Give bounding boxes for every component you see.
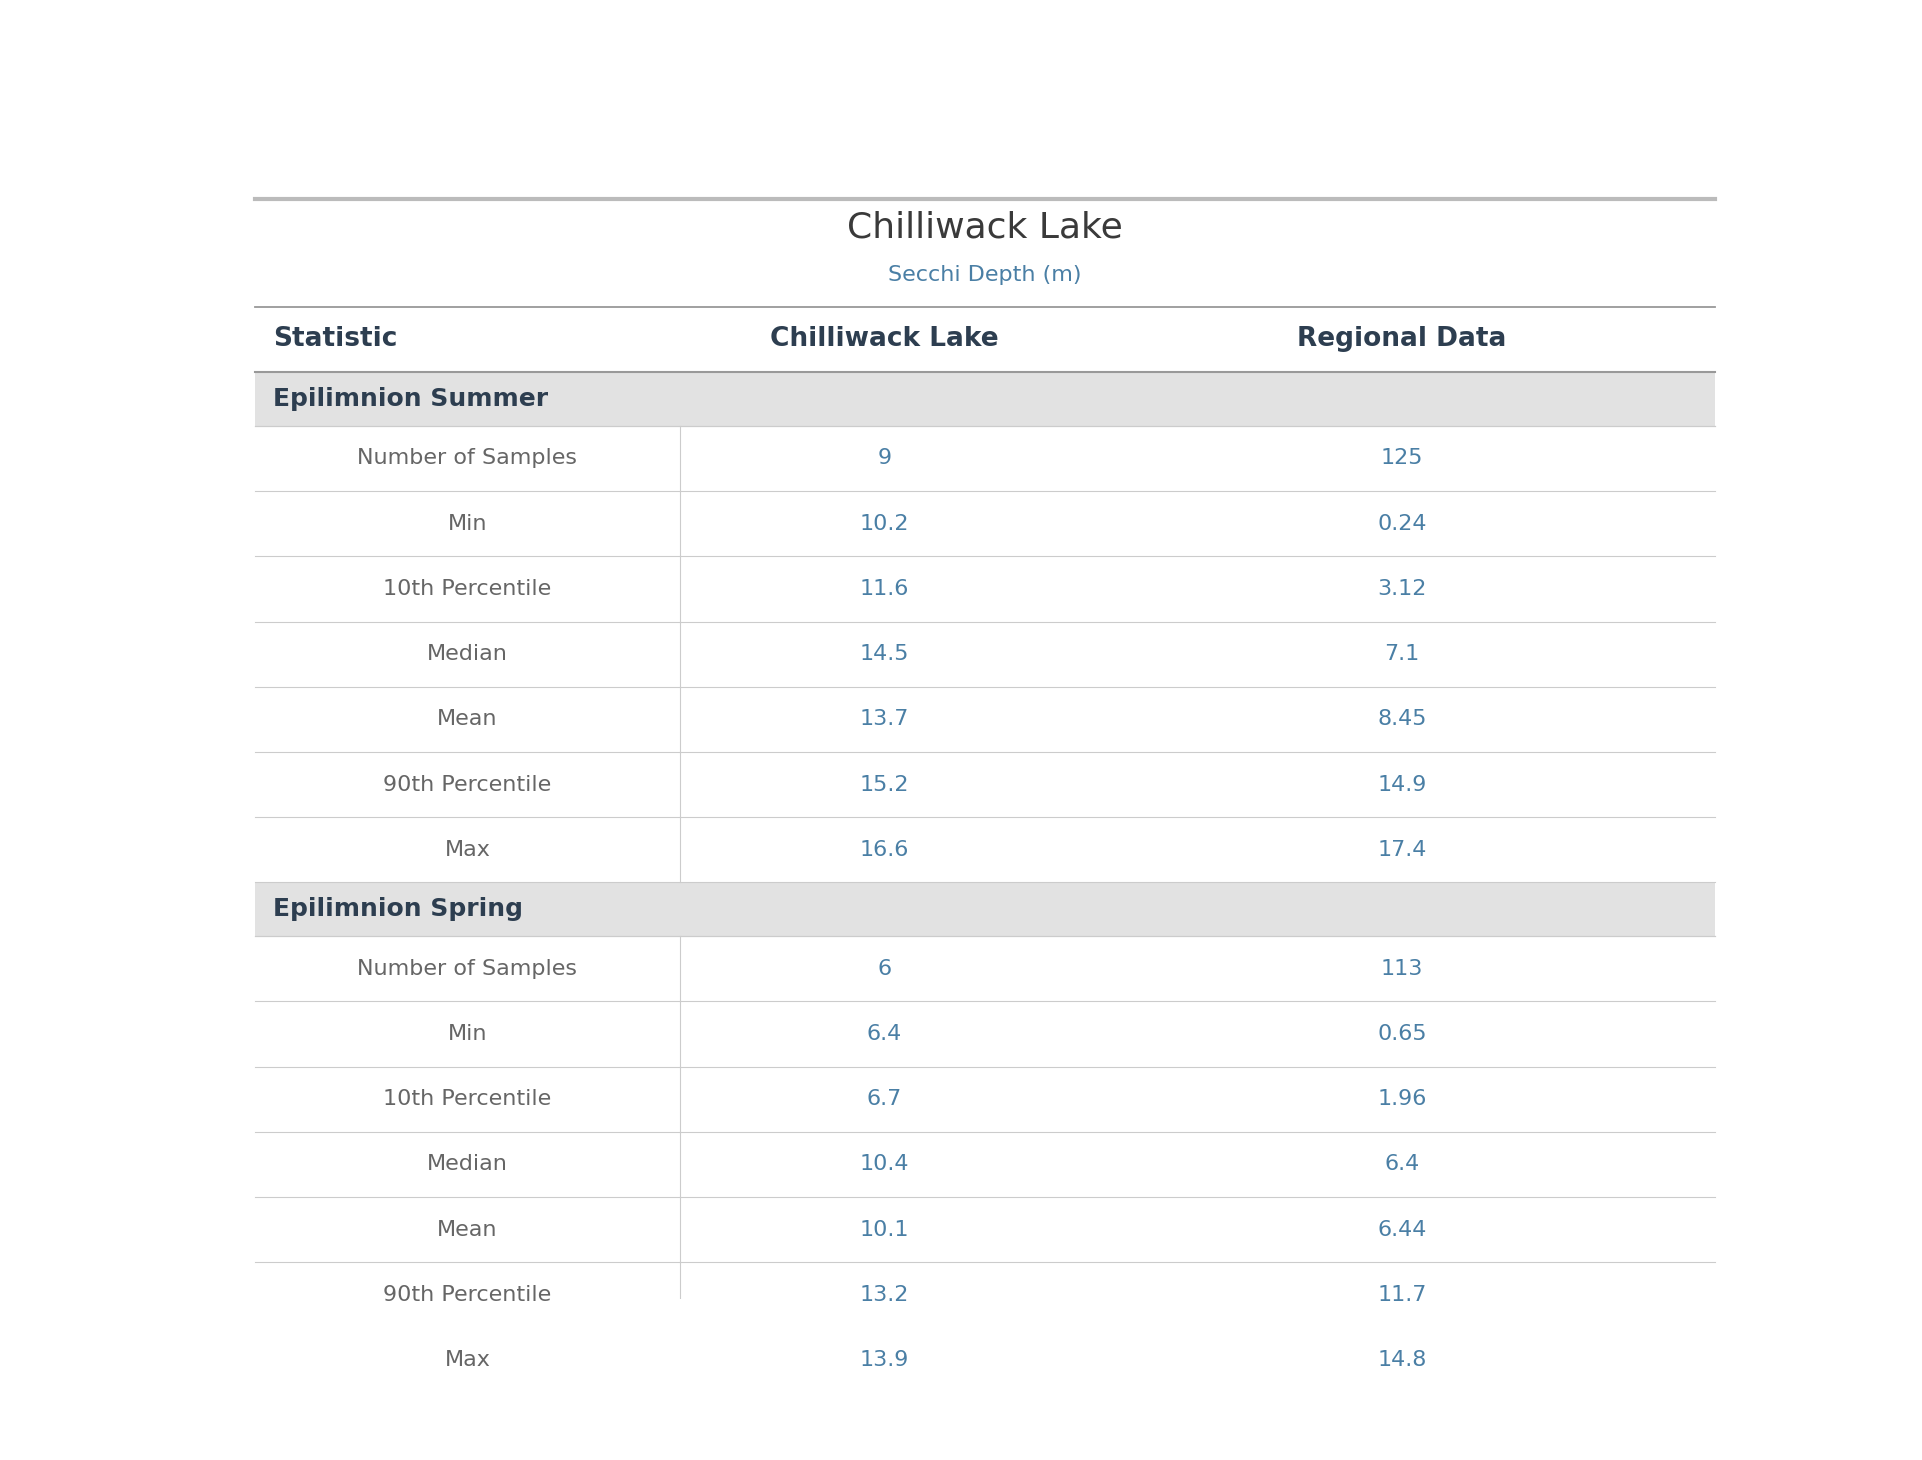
Text: 10.1: 10.1 xyxy=(859,1219,909,1240)
Text: 6.7: 6.7 xyxy=(867,1089,901,1110)
Bar xyxy=(256,882,1714,936)
Text: 0.24: 0.24 xyxy=(1378,514,1426,534)
Text: 113: 113 xyxy=(1380,959,1424,978)
Text: 15.2: 15.2 xyxy=(859,774,909,794)
Text: Secchi Depth (m): Secchi Depth (m) xyxy=(888,266,1082,286)
Text: Number of Samples: Number of Samples xyxy=(357,448,577,469)
Text: Mean: Mean xyxy=(436,1219,498,1240)
Text: 11.6: 11.6 xyxy=(859,580,909,599)
Bar xyxy=(256,1197,1714,1263)
Text: 10.2: 10.2 xyxy=(859,514,909,534)
Text: 10th Percentile: 10th Percentile xyxy=(382,1089,552,1110)
Text: 13.2: 13.2 xyxy=(859,1285,909,1305)
Text: 14.5: 14.5 xyxy=(859,644,909,664)
Text: 13.9: 13.9 xyxy=(859,1350,909,1369)
Bar xyxy=(256,491,1714,556)
Text: 6: 6 xyxy=(878,959,892,978)
Text: 14.9: 14.9 xyxy=(1378,774,1426,794)
Text: Statistic: Statistic xyxy=(273,327,398,352)
Text: 1.96: 1.96 xyxy=(1378,1089,1426,1110)
Text: 10th Percentile: 10th Percentile xyxy=(382,580,552,599)
Text: Mean: Mean xyxy=(436,710,498,730)
Text: 9: 9 xyxy=(878,448,892,469)
Text: 125: 125 xyxy=(1380,448,1424,469)
Text: 0.65: 0.65 xyxy=(1378,1023,1426,1044)
Text: Regional Data: Regional Data xyxy=(1297,327,1507,352)
Text: Epilimnion Summer: Epilimnion Summer xyxy=(273,387,548,410)
Text: 6.44: 6.44 xyxy=(1378,1219,1426,1240)
Bar xyxy=(256,686,1714,752)
Text: Median: Median xyxy=(427,1155,507,1174)
Text: 11.7: 11.7 xyxy=(1378,1285,1426,1305)
Text: Epilimnion Spring: Epilimnion Spring xyxy=(273,898,523,921)
Text: 16.6: 16.6 xyxy=(859,839,909,860)
Text: 6.4: 6.4 xyxy=(1384,1155,1420,1174)
Bar xyxy=(256,752,1714,818)
Bar xyxy=(256,1067,1714,1132)
Text: Min: Min xyxy=(448,1023,486,1044)
Bar xyxy=(256,426,1714,491)
Bar xyxy=(256,1132,1714,1197)
Text: 17.4: 17.4 xyxy=(1378,839,1426,860)
Text: 14.8: 14.8 xyxy=(1378,1350,1426,1369)
Bar xyxy=(256,1263,1714,1327)
Text: Max: Max xyxy=(444,1350,490,1369)
Bar xyxy=(256,556,1714,622)
Text: Number of Samples: Number of Samples xyxy=(357,959,577,978)
Text: 6.4: 6.4 xyxy=(867,1023,901,1044)
Text: Min: Min xyxy=(448,514,486,534)
Bar xyxy=(256,818,1714,882)
Text: Median: Median xyxy=(427,644,507,664)
Text: 8.45: 8.45 xyxy=(1378,710,1426,730)
Text: Max: Max xyxy=(444,839,490,860)
Text: 7.1: 7.1 xyxy=(1384,644,1420,664)
Text: Chilliwack Lake: Chilliwack Lake xyxy=(771,327,999,352)
Bar xyxy=(256,372,1714,426)
Bar xyxy=(256,622,1714,686)
Bar xyxy=(256,1327,1714,1393)
Text: 90th Percentile: 90th Percentile xyxy=(382,1285,552,1305)
Text: 10.4: 10.4 xyxy=(859,1155,909,1174)
Bar xyxy=(256,1002,1714,1067)
Bar xyxy=(256,936,1714,1002)
Text: 3.12: 3.12 xyxy=(1378,580,1426,599)
Text: 90th Percentile: 90th Percentile xyxy=(382,774,552,794)
Text: 13.7: 13.7 xyxy=(859,710,909,730)
Text: Chilliwack Lake: Chilliwack Lake xyxy=(848,210,1122,245)
